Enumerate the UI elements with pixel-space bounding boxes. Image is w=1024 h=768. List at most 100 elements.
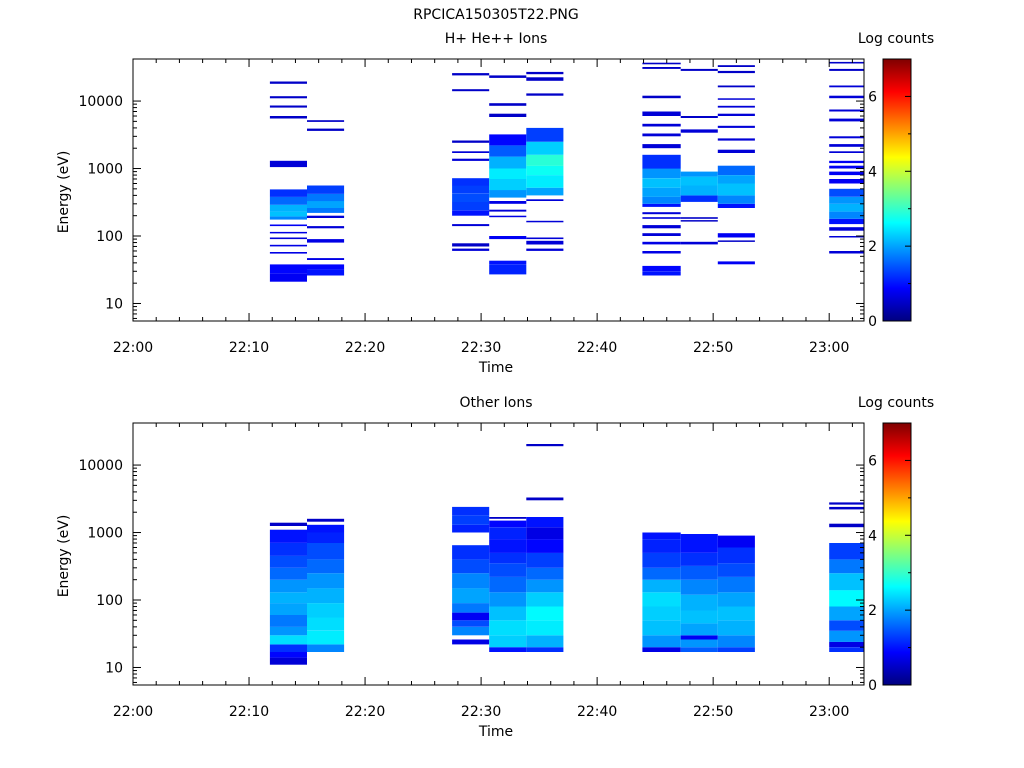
spectrogram-cell — [829, 630, 864, 642]
x-tick-label: 23:00 — [809, 340, 849, 356]
spectrogram-cell — [269, 651, 307, 658]
spectrogram-cell — [489, 520, 527, 528]
spectrogram-cell — [717, 105, 755, 108]
spectrogram-cell — [307, 128, 345, 131]
spectrogram-cell — [269, 81, 307, 84]
spectrogram-cell — [452, 559, 490, 574]
spectrogram-cell — [642, 647, 681, 652]
spectrogram-cell — [680, 171, 718, 177]
spectrogram-cell — [526, 497, 564, 501]
x-tick-label: 22:50 — [693, 340, 733, 356]
spectrogram-cell — [452, 193, 490, 202]
spectrogram-cell — [642, 532, 681, 539]
spectrogram-cell — [526, 248, 564, 251]
spectrogram-cell — [307, 194, 345, 202]
spectrogram-cell — [526, 237, 564, 240]
spectrogram-cell — [829, 543, 864, 560]
spectrogram-cell — [452, 573, 490, 589]
spectrogram-cell — [642, 225, 681, 229]
spectrogram-cell — [829, 506, 864, 510]
spectrogram-cell — [307, 630, 345, 645]
spectrogram-cell — [642, 592, 681, 607]
spectrogram-cell — [526, 444, 564, 447]
colorbar-tick-label: 4 — [868, 164, 877, 180]
colorbar-tick-label: 0 — [868, 314, 877, 330]
spectrogram-cell — [829, 218, 864, 225]
spectrogram-cell — [489, 209, 527, 212]
spectrogram-cell — [829, 144, 864, 147]
spectrogram-cell — [642, 95, 681, 99]
panel-other-ions: Other Ions Log counts Time Energy (eV) 2… — [56, 395, 934, 740]
spectrogram-cell — [307, 258, 345, 260]
spectrogram-cell — [307, 185, 345, 194]
spectrogram-cell — [489, 647, 527, 652]
spectrogram-cell — [526, 220, 564, 223]
x-tick-label: 22:00 — [113, 340, 153, 356]
spectrogram-cell — [452, 224, 490, 227]
spectrogram-cell — [642, 217, 681, 219]
spectrogram-cell — [489, 264, 527, 275]
spectrogram-cell — [829, 151, 864, 153]
spectrogram-cell — [829, 160, 864, 164]
spectrogram-cell — [680, 68, 718, 71]
spectrogram-cell — [307, 573, 345, 589]
spectrogram-cell — [269, 273, 307, 282]
spectrogram-cell — [717, 203, 755, 208]
spectrogram-cell — [717, 635, 755, 648]
spectrogram-cell — [680, 185, 718, 196]
spectrogram-cell — [307, 239, 345, 243]
spectrogram-cell — [642, 212, 681, 215]
spectrogram-cell — [717, 261, 755, 265]
spectrogram-cell — [829, 523, 864, 528]
spectrogram-cell — [829, 68, 864, 71]
spectrogram-cell — [526, 187, 564, 196]
spectrogram-cell — [717, 183, 755, 196]
spectrogram-cell — [717, 240, 755, 242]
spectrogram-cell — [269, 96, 307, 99]
spectrogram-cell — [269, 579, 307, 593]
spectrogram-cell — [829, 211, 864, 219]
spectrogram-cell — [829, 590, 864, 607]
spectrogram-cell — [717, 606, 755, 621]
panel-h-he-ions: H+ He++ Ions Log counts Time Energy (eV)… — [56, 31, 934, 376]
spectrogram-cell — [489, 179, 527, 191]
spectrogram-cell — [680, 116, 718, 118]
spectrogram-cell — [489, 145, 527, 157]
spectrogram-cell — [269, 644, 307, 652]
spectrogram-cell — [680, 241, 718, 245]
spectrogram-cell — [269, 105, 307, 108]
x-axis-label: Time — [478, 724, 513, 740]
spectrogram-cell — [642, 251, 681, 254]
spectrogram-cell — [829, 109, 864, 112]
colorbar — [882, 422, 912, 686]
spectrogram-cell — [269, 567, 307, 580]
spectrogram-cell — [526, 552, 564, 568]
spectrogram-cell — [452, 603, 490, 613]
spectrogram-cell — [717, 647, 755, 652]
spectrogram-cell — [526, 620, 564, 636]
x-tick-label: 22:10 — [229, 704, 269, 720]
spectrogram-cell — [526, 199, 564, 201]
spectrogram-cell — [452, 545, 490, 560]
spectrogram-cell — [269, 657, 307, 665]
spectrogram-cell — [526, 592, 564, 607]
spectrogram-cell — [717, 563, 755, 577]
spectrogram-cells — [269, 61, 864, 282]
spectrogram-cell — [717, 535, 755, 548]
x-tick-label: 22:40 — [577, 340, 617, 356]
spectrogram-cell — [829, 118, 864, 122]
spectrogram-cell — [269, 555, 307, 568]
spectrogram-cell — [642, 552, 681, 568]
spectrogram-cell — [489, 236, 527, 240]
spectrogram-cell — [526, 71, 564, 75]
spectrogram-cell — [307, 120, 345, 122]
spectrogram-cell — [489, 563, 527, 577]
spectrogram-cell — [717, 70, 755, 74]
spectrogram-cell — [642, 635, 681, 648]
y-axis-label: Energy (eV) — [56, 515, 72, 598]
spectrogram-cell — [717, 125, 755, 128]
spectrogram-cell — [642, 606, 681, 621]
spectrogram-cell — [680, 176, 718, 186]
spectrogram-cell — [307, 644, 345, 652]
spectrogram-cell — [452, 140, 490, 143]
